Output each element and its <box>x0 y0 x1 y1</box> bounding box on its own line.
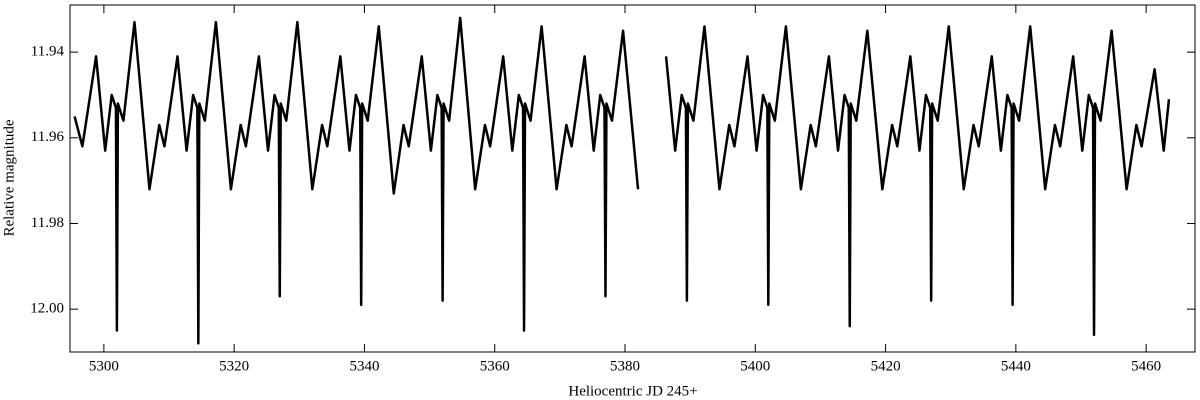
x-tick-label: 5440 <box>1001 358 1031 374</box>
y-axis-label: Relative magnitude <box>1 119 17 236</box>
y-tick-label: 12.00 <box>30 301 64 317</box>
x-tick-label: 5380 <box>610 358 640 374</box>
light-curve <box>73 16 1171 345</box>
x-tick-label: 5420 <box>871 358 901 374</box>
x-tick-label: 5320 <box>219 358 249 374</box>
x-tick-label: 5460 <box>1131 358 1161 374</box>
plot-frame <box>69 4 1196 353</box>
x-tick-label: 5360 <box>480 358 510 374</box>
y-tick-label: 11.96 <box>31 129 65 145</box>
x-tick-label: 5340 <box>349 358 379 374</box>
x-tick-label: 5400 <box>740 358 770 374</box>
y-tick-label: 11.94 <box>31 44 65 60</box>
y-tick-label: 11.98 <box>31 215 64 231</box>
x-axis-label: Heliocentric JD 245+ <box>568 383 697 399</box>
x-tick-label: 5300 <box>89 358 119 374</box>
